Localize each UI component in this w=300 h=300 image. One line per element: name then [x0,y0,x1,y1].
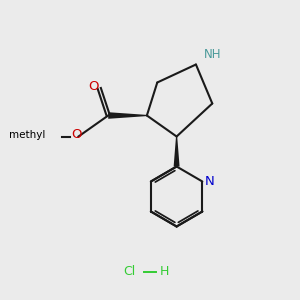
Text: methyl: methyl [9,130,46,140]
Polygon shape [174,136,180,166]
Text: N: N [205,175,215,188]
Polygon shape [108,112,147,119]
Text: NH: NH [204,48,222,62]
Text: O: O [72,128,82,142]
Text: Cl: Cl [123,265,135,278]
Text: H: H [160,265,169,278]
Text: O: O [89,80,99,93]
